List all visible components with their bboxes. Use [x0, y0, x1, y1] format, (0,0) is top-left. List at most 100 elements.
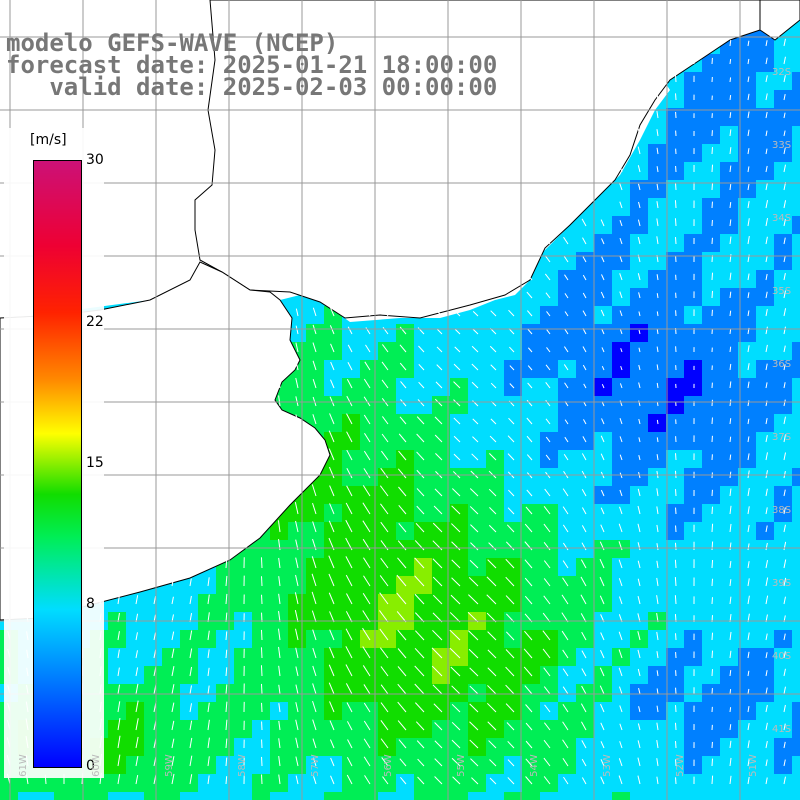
- speed-cell: [702, 504, 721, 523]
- speed-cell: [738, 666, 757, 685]
- speed-cell: [738, 702, 757, 721]
- wind-arrow: [656, 524, 659, 533]
- speed-cell: [306, 792, 325, 800]
- speed-cell: [738, 486, 757, 505]
- wind-arrow: [489, 345, 497, 353]
- wind-arrow: [277, 484, 281, 497]
- speed-cell: [738, 342, 757, 361]
- speed-cell: [702, 126, 721, 145]
- longitude-label: 52W: [674, 754, 686, 777]
- latitude-label: 33S: [772, 140, 792, 151]
- wind-arrow: [545, 418, 551, 425]
- longitude-label: 59W: [163, 754, 175, 777]
- wind-arrow: [711, 38, 714, 47]
- wind-arrow: [600, 524, 605, 533]
- wind-arrow: [765, 255, 768, 263]
- wind-arrow: [674, 200, 677, 209]
- wind-arrow: [117, 667, 120, 677]
- speed-cell: [792, 180, 800, 199]
- wind-arrow: [543, 505, 551, 515]
- wind-arrow: [581, 631, 587, 641]
- speed-cell: [774, 378, 793, 397]
- wind-arrow: [638, 311, 641, 317]
- speed-cell: [162, 648, 181, 667]
- wind-arrow: [765, 93, 768, 101]
- wind-arrow: [562, 560, 569, 569]
- wind-arrow: [311, 447, 317, 461]
- speed-cell: [738, 522, 757, 541]
- speed-cell: [684, 144, 703, 163]
- wind-arrow: [637, 723, 641, 731]
- speed-cell: [774, 36, 793, 55]
- wind-arrow: [729, 77, 732, 83]
- speed-cell: [756, 216, 775, 235]
- wind-arrow: [729, 147, 732, 155]
- wind-arrow: [381, 416, 389, 425]
- wind-arrow: [362, 646, 371, 659]
- speed-cell: [612, 792, 631, 800]
- wind-arrow: [562, 506, 569, 515]
- wind-arrow: [747, 292, 750, 299]
- speed-cell: [774, 234, 793, 253]
- wind-arrow: [379, 485, 389, 497]
- wind-arrow: [656, 2, 659, 11]
- wind-arrow: [783, 75, 786, 83]
- wind-arrow: [783, 21, 786, 29]
- wind-arrow: [563, 219, 569, 227]
- wind-arrow: [563, 453, 569, 461]
- wind-arrow: [225, 631, 228, 641]
- wind-arrow: [278, 413, 281, 425]
- wind-arrow: [450, 594, 461, 605]
- speed-cell: [414, 792, 433, 800]
- wind-arrow: [399, 362, 407, 371]
- wind-arrow: [207, 577, 210, 587]
- wind-arrow: [379, 610, 389, 623]
- wind-arrow: [747, 183, 750, 191]
- wind-arrow: [729, 523, 732, 533]
- wind-arrow: [345, 519, 353, 533]
- wind-arrow: [345, 611, 353, 623]
- wind-arrow: [508, 309, 515, 317]
- wind-arrow: [562, 524, 569, 533]
- wind-arrow: [543, 542, 551, 551]
- speed-cell: [702, 180, 721, 199]
- wind-arrow: [580, 703, 587, 713]
- wind-arrow: [153, 595, 157, 605]
- speed-cell: [144, 648, 163, 667]
- wind-arrow: [656, 631, 659, 641]
- speed-cell: [720, 90, 739, 109]
- wind-arrow: [729, 775, 732, 785]
- speed-cell: [720, 648, 739, 667]
- speed-cell: [774, 666, 793, 685]
- wind-arrow: [674, 722, 677, 731]
- wind-arrow: [637, 505, 641, 515]
- wind-arrow: [380, 503, 389, 515]
- speed-cell: [216, 702, 235, 721]
- wind-arrow: [747, 722, 750, 731]
- wind-arrow: [225, 757, 228, 767]
- wind-arrow: [583, 383, 587, 389]
- wind-arrow: [525, 740, 533, 749]
- wind-arrow: [451, 739, 461, 749]
- wind-arrow: [207, 630, 210, 641]
- wind-arrow: [295, 377, 299, 389]
- wind-arrow: [417, 399, 425, 407]
- wind-arrow: [225, 684, 228, 695]
- wind-arrow: [729, 399, 732, 407]
- speed-cell: [756, 792, 775, 800]
- wind-arrow: [311, 610, 317, 623]
- wind-arrow: [711, 578, 714, 587]
- wind-arrow: [600, 632, 605, 641]
- speed-cell: [792, 54, 800, 73]
- wind-arrow: [189, 648, 193, 659]
- wind-arrow: [490, 418, 497, 425]
- wind-arrow: [207, 612, 210, 623]
- speed-cell: [702, 72, 721, 91]
- wind-arrow: [711, 775, 714, 785]
- wind-arrow: [637, 1, 641, 11]
- wind-arrow: [451, 523, 461, 533]
- wind-arrow: [295, 756, 299, 767]
- speed-cell: [702, 594, 721, 613]
- speed-cell: [792, 198, 800, 217]
- wind-arrow: [345, 574, 353, 587]
